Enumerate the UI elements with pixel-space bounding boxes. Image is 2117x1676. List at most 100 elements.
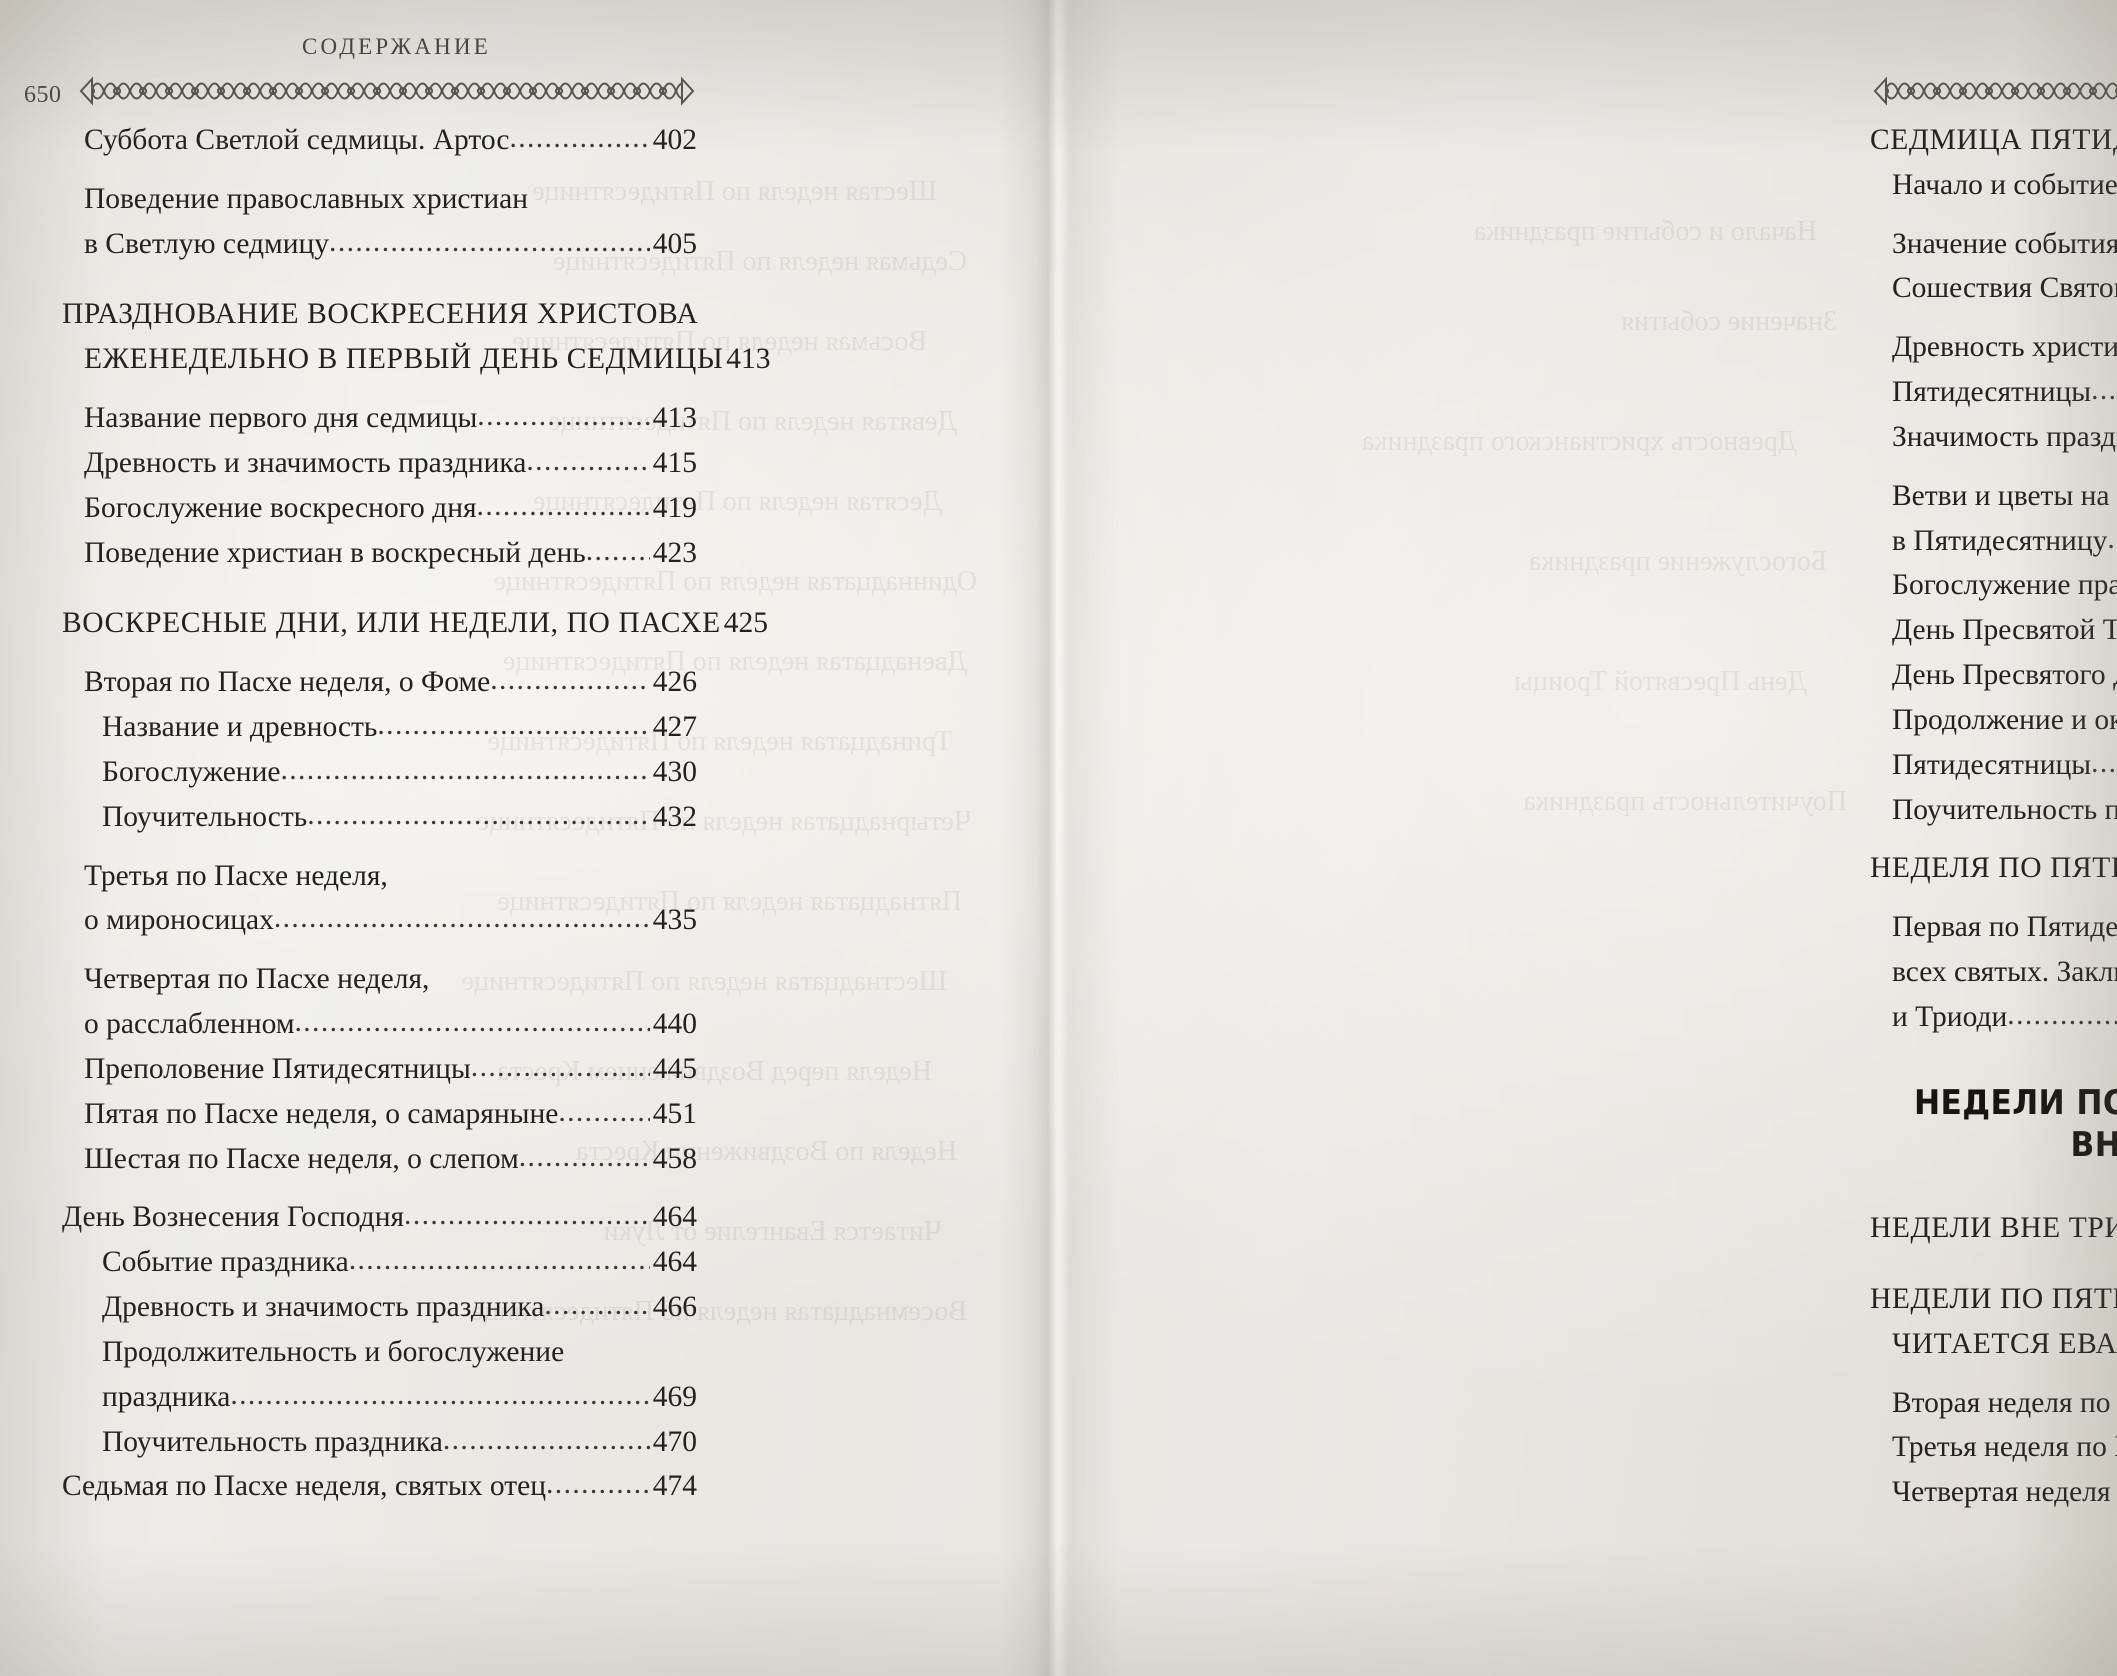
toc-leader-dots — [471, 1045, 650, 1090]
toc-entry-title: Ветви и цветы на богослужении — [1892, 479, 2117, 512]
toc-entry-title: Богослужение праздника — [1892, 569, 2117, 602]
toc-entry[interactable]: праздника 469 — [102, 1375, 697, 1420]
toc-entry[interactable]: Событие праздника 464 — [102, 1240, 697, 1285]
toc-spacer — [62, 163, 697, 177]
toc-entry[interactable]: День Вознесения Господня 464 — [62, 1195, 697, 1240]
toc-entry-page-number: 427 — [652, 711, 697, 744]
toc-entry-page-number: 474 — [652, 1470, 697, 1503]
toc-entry[interactable]: Богослужение праздника502 — [1892, 563, 2117, 608]
toc-leader-dots — [544, 1283, 649, 1328]
toc-entry[interactable]: Суббота Светлой седмицы. Артос 402 — [84, 118, 697, 163]
toc-entry-title: День Пресвятого Духа — [1892, 659, 2117, 692]
toc-entry[interactable]: Древность и значимость праздника 415 — [84, 441, 697, 486]
toc-entry[interactable]: Древность и значимость праздника 466 — [102, 1285, 697, 1330]
toc-entry[interactable]: ВОСКРЕСНЫЕ ДНИ, ИЛИ НЕДЕЛИ, ПО ПАСХЕ 425 — [62, 601, 768, 646]
toc-entry-page-number: 405 — [652, 227, 697, 260]
toc-entry[interactable]: Пятидесятницы512 — [1892, 743, 2117, 788]
toc-leader-dots — [509, 116, 649, 161]
toc-entry[interactable]: Преполовение Пятидесятницы 445 — [84, 1047, 697, 1092]
toc-entry[interactable]: о расслабленном 440 — [84, 1002, 697, 1047]
toc-entry[interactable]: Поведение православных христиан — [84, 177, 697, 222]
toc-entry-title: всех святых. Заключение Пятидесятницы — [1892, 956, 2117, 989]
toc-entry-title: Древность христианского праздника — [1892, 331, 2117, 364]
toc-entry[interactable]: в Пятидесятницу501 — [1892, 519, 2117, 564]
toc-entry[interactable]: НЕДЕЛИ ПО ПЯТИДЕСЯТНИЦЕ, В КОТОРЫЕ — [1870, 1277, 2117, 1322]
section-title-line-1: НЕДЕЛИ ПО ПЯТИДЕСЯТНИЦЕ — [1913, 1082, 2117, 1123]
toc-entry[interactable]: Третья неделя по Пятидесятнице533 — [1892, 1425, 2117, 1470]
toc-entry-page-number: 466 — [652, 1291, 697, 1324]
toc-entry-title: Шестая по Пасхе неделя, о слепом — [84, 1142, 519, 1175]
toc-entry[interactable]: Первая по Пятидесятнице неделя, — [1892, 905, 2117, 950]
toc-spacer — [1870, 1251, 2117, 1277]
toc-entry[interactable]: Начало и событие праздника486 — [1892, 163, 2117, 208]
toc-entry[interactable]: Богослужение 430 — [102, 750, 697, 795]
toc-leader-dots — [280, 748, 649, 793]
toc-entry[interactable]: НЕДЕЛИ ВНЕ ТРИОДИ529 — [1870, 1206, 2117, 1251]
toc-entry-page-number: 435 — [652, 904, 697, 937]
toc-entry[interactable]: о мироносицах 435 — [84, 898, 697, 943]
toc-entry-title: Поучительность — [102, 800, 308, 833]
toc-entry[interactable]: Поучительность 432 — [102, 795, 697, 840]
toc-entry[interactable]: Значимость праздника497 — [1892, 415, 2117, 460]
toc-spacer — [1870, 460, 2117, 474]
toc-entry[interactable]: Сошествия Святого Духа490 — [1892, 266, 2117, 311]
toc-entry[interactable]: Седьмая по Пасхе неделя, святых отец 474 — [62, 1464, 697, 1509]
toc-entry-title: Поучительность праздника — [1892, 793, 2117, 826]
toc-entry[interactable]: СЕДМИЦА ПЯТИДЕСЯТНИЦЫ486 — [1870, 118, 2117, 163]
toc-leader-dots — [2091, 368, 2117, 413]
toc-entry[interactable]: ЧИТАЕТСЯ ЕВАНГЕЛИЕ ОТ МАТФЕЯ532 — [1892, 1322, 2117, 1367]
toc-entry[interactable]: Название и древность 427 — [102, 705, 697, 750]
toc-leader-dots — [404, 1193, 650, 1238]
toc-spacer — [1870, 832, 2117, 846]
toc-entry-title: Вторая по Пасхе неделя, о Фоме — [84, 666, 491, 699]
toc-entry-title: Седьмая по Пасхе неделя, святых отец — [62, 1470, 547, 1503]
toc-leader-dots — [477, 394, 649, 439]
toc-entry[interactable]: Четвертая по Пасхе неделя, — [84, 957, 697, 1002]
toc-entry[interactable]: Третья по Пасхе неделя, — [84, 854, 697, 899]
toc-leader-dots — [230, 1373, 649, 1418]
toc-entry[interactable]: День Пресвятого Духа510 — [1892, 653, 2117, 698]
toc-entry[interactable]: Четвертая неделя по Пятидесятнице535 — [1892, 1470, 2117, 1515]
toc-spacer — [1870, 1367, 2117, 1381]
toc-entry[interactable]: Вторая по Пасхе неделя, о Фоме 426 — [84, 660, 697, 705]
toc-entry[interactable]: НЕДЕЛЯ ПО ПЯТИДЕСЯТНИЦЕ520 — [1870, 846, 2117, 891]
toc-list-right: СЕДМИЦА ПЯТИДЕСЯТНИЦЫ486Начало и событие… — [1870, 118, 2117, 1515]
toc-leader-dots — [274, 896, 650, 941]
toc-entry[interactable]: Продолжение и окончание торжества — [1892, 698, 2117, 743]
toc-entry-title: ВОСКРЕСНЫЕ ДНИ, ИЛИ НЕДЕЛИ, ПО ПАСХЕ — [62, 607, 721, 640]
toc-entry-title: Первая по Пятидесятнице неделя, — [1892, 911, 2117, 944]
toc-entry[interactable]: Пятидесятницы492 — [1892, 370, 2117, 415]
toc-entry[interactable]: Поучительность праздника 470 — [102, 1420, 697, 1465]
toc-entry[interactable]: Вторая неделя по Пятидесятнице532 — [1892, 1381, 2117, 1426]
toc-entry-page-number: 402 — [652, 124, 697, 156]
toc-entry-title: НЕДЕЛИ ПО ПЯТИДЕСЯТНИЦЕ, В КОТОРЫЕ — [1870, 1282, 2117, 1315]
toc-entry[interactable]: Поучительность праздника516 — [1892, 788, 2117, 833]
toc-entry-title: Богослужение — [102, 755, 281, 788]
toc-entry[interactable]: Значение события — [1892, 222, 2117, 267]
toc-entry[interactable]: Поведение христиан в воскресный день 423 — [84, 531, 697, 576]
toc-entry-title: Пятая по Пасхе неделя, о самаряныне — [84, 1097, 559, 1130]
toc-entry-page-number: 426 — [652, 666, 697, 699]
toc-entry-title: Третья неделя по Пятидесятнице — [1892, 1431, 2117, 1464]
toc-entry[interactable]: Название первого дня седмицы 413 — [84, 396, 697, 441]
toc-entry[interactable]: Ветви и цветы на богослужении — [1892, 474, 2117, 519]
toc-entry[interactable]: в Светлую седмицу 405 — [84, 222, 697, 267]
toc-entry[interactable]: День Пресвятой Троицы504 — [1892, 608, 2117, 653]
toc-list-left: Суббота Светлой седмицы. Артос 402 Поведен… — [62, 118, 771, 1509]
toc-leader-dots — [377, 703, 649, 748]
toc-entry-title: Преполовение Пятидесятницы — [84, 1052, 471, 1085]
toc-entry[interactable]: ПРАЗДНОВАНИЕ ВОСКРЕСЕНИЯ ХРИСТОВА — [62, 292, 698, 337]
toc-leader-dots — [519, 1135, 650, 1180]
toc-entry[interactable]: Древность христианского праздника — [1892, 325, 2117, 370]
toc-entry-title: и Триоди — [1892, 1000, 2008, 1033]
toc-entry[interactable]: Богослужение воскресного дня 419 — [84, 486, 697, 531]
toc-entry[interactable]: и Триоди520 — [1892, 995, 2117, 1040]
toc-entry[interactable]: Продолжительность и богослужение — [102, 1330, 697, 1375]
toc-entry-title: Значение события — [1892, 227, 2117, 260]
toc-entry[interactable]: Пятая по Пасхе неделя, о самаряныне 451 — [84, 1092, 697, 1137]
toc-entry[interactable]: Шестая по Пасхе неделя, о слепом 458 — [84, 1137, 697, 1182]
toc-leader-dots — [546, 1462, 650, 1507]
toc-entry[interactable]: всех святых. Заключение Пятидесятницы — [1892, 950, 2117, 995]
toc-entry[interactable]: ЕЖЕНЕДЕЛЬНО В ПЕРВЫЙ ДЕНЬ СЕДМИЦЫ 413 — [84, 337, 771, 382]
toc-entry-title: Суббота Светлой седмицы. Артос — [84, 124, 510, 156]
